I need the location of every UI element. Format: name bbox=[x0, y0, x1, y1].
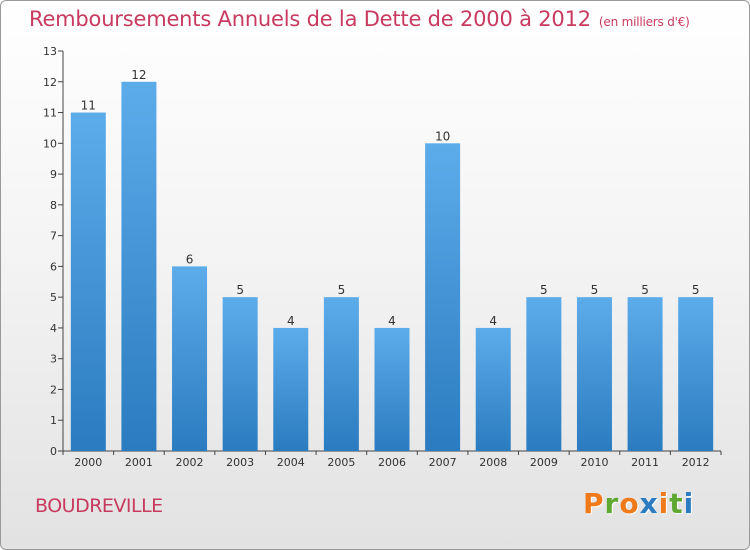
bar-2008 bbox=[475, 327, 511, 451]
x-tick-label: 2005 bbox=[327, 456, 355, 469]
bar-2004 bbox=[273, 327, 309, 451]
x-tick-label: 2008 bbox=[479, 456, 507, 469]
bar-value-label: 10 bbox=[435, 129, 450, 143]
bar-2001 bbox=[121, 81, 157, 452]
y-tick-label: 9 bbox=[50, 168, 57, 181]
commune-name: BOUDREVILLE bbox=[35, 495, 163, 517]
x-tick-label: 2006 bbox=[378, 456, 406, 469]
bar-2011 bbox=[627, 297, 663, 451]
logo-letter: i bbox=[683, 487, 695, 520]
logo-letter: i bbox=[658, 487, 670, 520]
bar-value-label: 6 bbox=[186, 252, 194, 266]
bar-value-label: 4 bbox=[287, 314, 295, 328]
bar-value-label: 4 bbox=[489, 314, 497, 328]
y-tick-label: 11 bbox=[43, 107, 57, 120]
y-tick-label: 7 bbox=[50, 230, 57, 243]
bar-value-label: 5 bbox=[338, 283, 346, 297]
logo-letter: x bbox=[639, 487, 659, 520]
logo-letter: r bbox=[604, 487, 620, 520]
y-tick-label: 2 bbox=[50, 383, 57, 396]
bar-2005 bbox=[323, 297, 359, 451]
proxiti-logo: Proxiti bbox=[583, 487, 694, 520]
bar-2007 bbox=[425, 143, 461, 452]
bar-value-label: 4 bbox=[388, 314, 396, 328]
x-tick-label: 2003 bbox=[226, 456, 254, 469]
y-tick-label: 5 bbox=[50, 291, 57, 304]
x-tick-label: 2000 bbox=[74, 456, 102, 469]
logo-letter: P bbox=[583, 487, 605, 520]
bar-value-label: 5 bbox=[236, 283, 244, 297]
y-tick-label: 0 bbox=[50, 445, 57, 458]
bar-value-label: 5 bbox=[591, 283, 599, 297]
chart-subtitle: (en milliers d'€) bbox=[598, 15, 690, 29]
bar-2006 bbox=[374, 327, 410, 451]
bar-2010 bbox=[576, 297, 612, 451]
y-tick-label: 6 bbox=[50, 260, 57, 273]
x-tick-label: 2011 bbox=[631, 456, 659, 469]
y-tick-label: 3 bbox=[50, 353, 57, 366]
chart-title: Remboursements Annuels de la Dette de 20… bbox=[29, 7, 690, 31]
x-tick-label: 2007 bbox=[429, 456, 457, 469]
x-tick-label: 2012 bbox=[682, 456, 710, 469]
logo-letter: o bbox=[619, 487, 640, 520]
bar-2000 bbox=[70, 112, 106, 452]
bar-value-label: 12 bbox=[131, 68, 146, 82]
x-tick-label: 2001 bbox=[125, 456, 153, 469]
x-tick-label: 2002 bbox=[176, 456, 204, 469]
chart-title-text: Remboursements Annuels de la Dette de 20… bbox=[29, 7, 591, 31]
bar-2012 bbox=[678, 297, 714, 451]
x-tick-label: 2004 bbox=[277, 456, 305, 469]
y-tick-label: 1 bbox=[50, 414, 57, 427]
bar-2002 bbox=[172, 266, 208, 451]
bar-value-label: 5 bbox=[641, 283, 649, 297]
bar-2009 bbox=[526, 297, 562, 451]
y-tick-label: 10 bbox=[43, 137, 57, 150]
x-tick-label: 2009 bbox=[530, 456, 558, 469]
y-tick-label: 8 bbox=[50, 199, 57, 212]
y-tick-label: 4 bbox=[50, 322, 57, 335]
y-tick-label: 12 bbox=[43, 76, 57, 89]
y-tick-label: 13 bbox=[43, 45, 57, 58]
bar-2003 bbox=[222, 297, 258, 451]
bar-value-label: 5 bbox=[540, 283, 548, 297]
bar-value-label: 11 bbox=[81, 99, 96, 113]
x-tick-label: 2010 bbox=[580, 456, 608, 469]
logo-letter: t bbox=[669, 487, 684, 520]
bar-value-label: 5 bbox=[692, 283, 700, 297]
